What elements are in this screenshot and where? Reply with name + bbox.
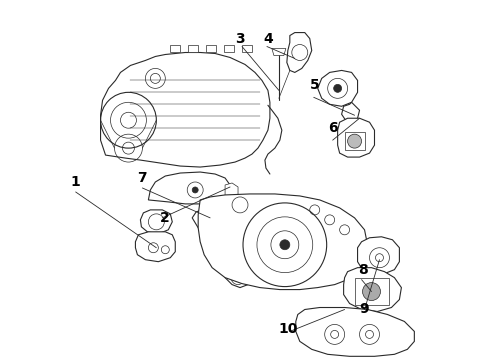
Polygon shape [344,132,365,150]
Polygon shape [171,45,180,53]
Text: 9: 9 [360,302,369,316]
Text: 6: 6 [328,121,338,135]
Polygon shape [224,45,234,53]
Circle shape [363,283,380,301]
Circle shape [334,84,342,92]
Polygon shape [338,118,374,157]
Polygon shape [342,102,360,122]
Polygon shape [148,172,230,204]
Polygon shape [296,307,415,356]
Polygon shape [141,210,172,234]
Circle shape [192,187,198,193]
Polygon shape [100,53,270,167]
Polygon shape [287,32,312,72]
Polygon shape [242,45,252,53]
Text: 4: 4 [263,32,273,46]
Text: 5: 5 [310,78,319,93]
Polygon shape [188,45,198,53]
Text: 7: 7 [138,171,147,185]
Text: 3: 3 [235,32,245,46]
Circle shape [280,240,290,250]
Text: 2: 2 [159,211,169,225]
Circle shape [347,134,362,148]
Polygon shape [358,237,399,274]
Polygon shape [192,210,252,288]
Polygon shape [355,278,390,305]
Polygon shape [135,232,175,262]
Polygon shape [206,45,216,53]
Polygon shape [225,183,238,198]
Polygon shape [272,49,286,55]
Text: 8: 8 [358,263,368,276]
Text: 10: 10 [278,323,297,337]
Polygon shape [343,268,401,311]
Text: 1: 1 [71,175,80,189]
Polygon shape [318,71,358,106]
Polygon shape [198,194,368,289]
